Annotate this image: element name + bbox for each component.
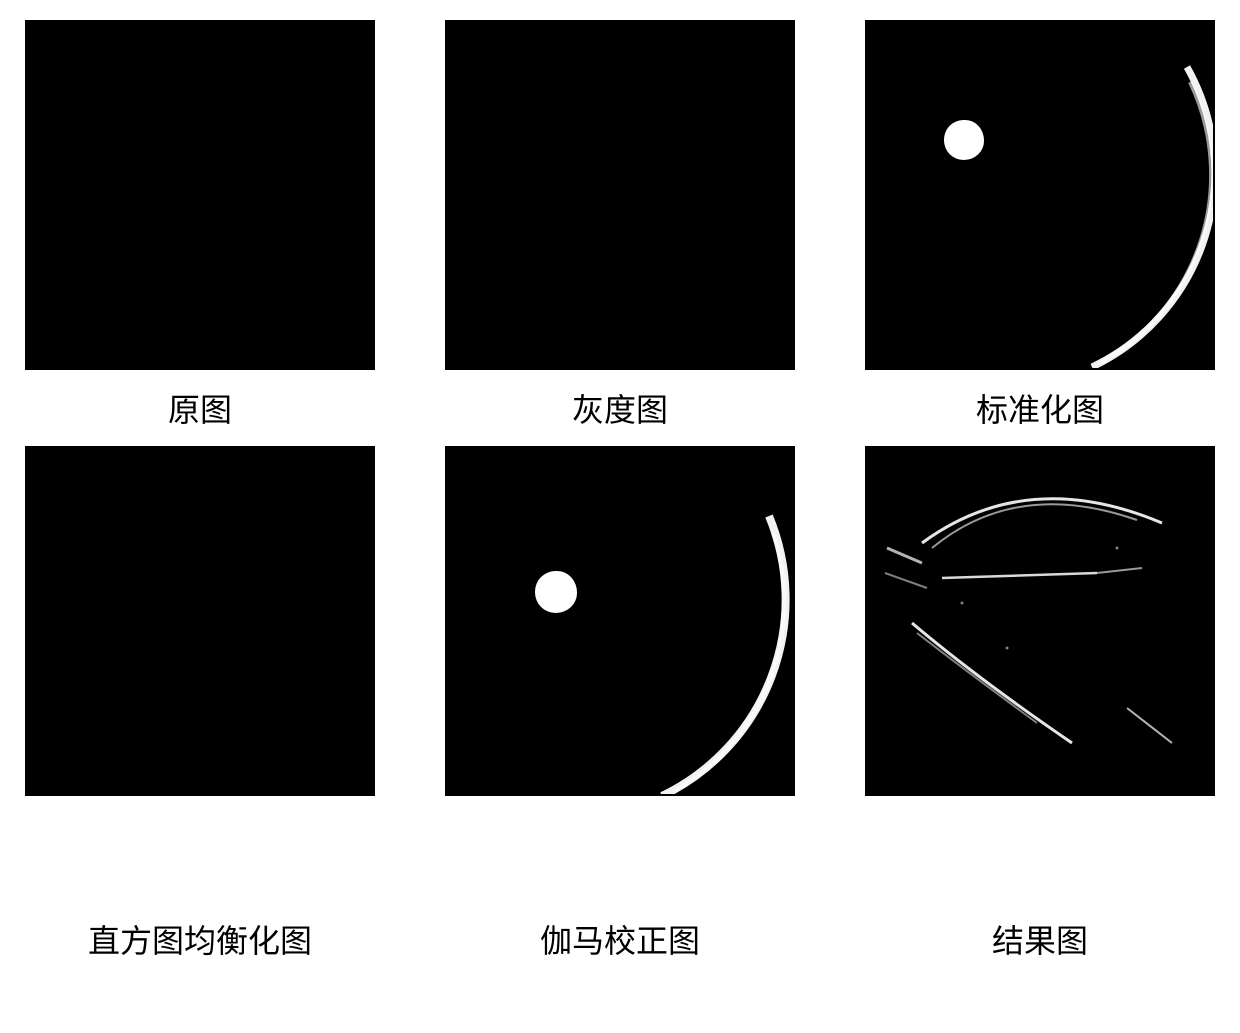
caption-result: 结果图 xyxy=(860,916,1220,962)
bottom-caption-row: 直方图均衡化图 伽马校正图 结果图 xyxy=(20,866,1220,962)
caption-gamma: 伽马校正图 xyxy=(440,916,800,962)
caption-grayscale: 灰度图 xyxy=(572,385,668,431)
panel-original: 原图 xyxy=(20,20,380,431)
caption-normalized: 标准化图 xyxy=(976,385,1104,431)
image-gamma xyxy=(445,446,795,796)
crescent-arc xyxy=(867,22,1215,370)
crescent-arc-gamma xyxy=(447,448,795,796)
vessel-segmentation xyxy=(867,448,1215,796)
panel-result xyxy=(860,446,1220,796)
image-result xyxy=(865,446,1215,796)
image-original xyxy=(25,20,375,370)
panel-normalized: 标准化图 xyxy=(860,20,1220,431)
panel-histeq xyxy=(20,446,380,796)
image-grayscale xyxy=(445,20,795,370)
panel-grayscale: 灰度图 xyxy=(440,20,800,431)
image-grid: 原图 灰度图 标准化图 xyxy=(20,20,1220,826)
panel-gamma xyxy=(440,446,800,796)
image-normalized xyxy=(865,20,1215,370)
caption-histeq: 直方图均衡化图 xyxy=(20,916,380,962)
caption-original: 原图 xyxy=(168,385,232,431)
image-histeq xyxy=(25,446,375,796)
